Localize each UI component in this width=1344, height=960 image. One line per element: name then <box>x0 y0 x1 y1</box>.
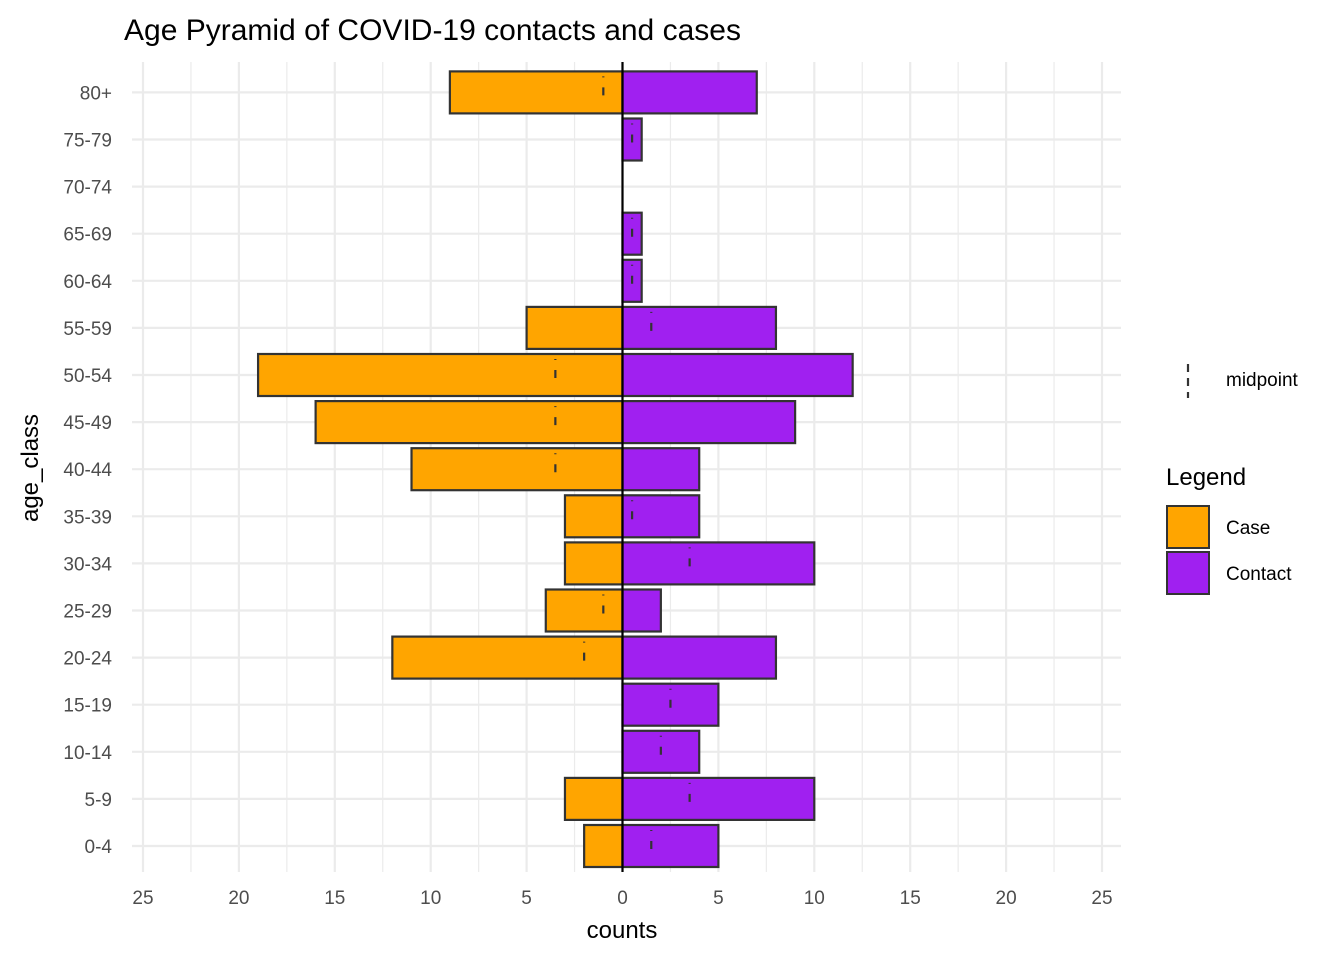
bar-case-80+ <box>448 70 624 115</box>
y-tick-label: 10-14 <box>63 743 112 764</box>
x-tick-label: 25 <box>132 888 153 909</box>
y-tick-label: 35-39 <box>63 507 112 528</box>
y-axis-title: age_class <box>17 414 44 522</box>
bar-case-0-4 <box>583 823 624 869</box>
y-tick-label: 5-9 <box>85 790 112 811</box>
x-tick-label: 5 <box>713 888 724 909</box>
y-tick-label: 40-44 <box>63 460 112 481</box>
chart-title: Age Pyramid of COVID-19 contacts and cas… <box>124 14 741 47</box>
x-tick-label: 15 <box>900 888 921 909</box>
y-tick-label: 15-19 <box>63 696 112 717</box>
y-tick-label: 60-64 <box>63 272 112 293</box>
bar-contact-55-59 <box>621 305 778 350</box>
bar-contact-35-39 <box>621 494 701 539</box>
y-tick-label: 75-79 <box>63 131 112 152</box>
bar-contact-45-49 <box>621 400 797 445</box>
bar-case-30-34 <box>563 541 624 586</box>
legend-label-case: Case <box>1226 518 1270 539</box>
y-tick-label: 25-29 <box>63 602 112 623</box>
legend-title: Legend <box>1166 464 1246 491</box>
bar-contact-40-44 <box>621 447 701 492</box>
y-tick-label: 0-4 <box>85 837 113 858</box>
bar-case-55-59 <box>525 305 624 350</box>
y-tick-label: 45-49 <box>63 413 112 434</box>
x-tick-label: 0 <box>617 888 628 909</box>
bar-contact-25-29 <box>621 588 662 633</box>
bar-case-50-54 <box>256 352 624 398</box>
legend-swatch-contact <box>1166 551 1210 595</box>
x-tick-label: 20 <box>996 888 1017 909</box>
bar-case-5-9 <box>563 776 624 822</box>
x-tick-labels: 25 20 15 10 5 0 5 10 15 20 25 <box>132 888 1112 909</box>
bar-contact-0-4 <box>621 823 720 869</box>
x-tick-label: 5 <box>521 888 532 909</box>
bar-contact-5-9 <box>621 776 816 822</box>
bar-case-35-39 <box>563 494 624 539</box>
midpoint-legend: midpoint <box>1186 364 1299 398</box>
y-tick-label: 80+ <box>80 83 112 104</box>
x-tick-label: 20 <box>228 888 249 909</box>
midpoint-legend-label: midpoint <box>1226 370 1299 391</box>
y-tick-label: 50-54 <box>63 366 112 387</box>
x-tick-label: 10 <box>420 888 441 909</box>
y-tick-label: 20-24 <box>63 649 112 670</box>
legend-label-contact: Contact <box>1226 564 1292 585</box>
bar-case-45-49 <box>314 400 624 445</box>
bar-contact-50-54 <box>621 352 854 398</box>
legend: Legend Case Contact <box>1166 464 1292 595</box>
y-tick-labels: 0-4 5-9 10-14 15-19 20-24 25-29 30-34 35-39 40-4… <box>63 83 112 858</box>
bar-contact-80+ <box>621 70 758 115</box>
bar-contact-20-24 <box>621 635 778 680</box>
x-tick-label: 10 <box>804 888 825 909</box>
midpoint-markers <box>554 76 691 858</box>
bar-case-25-29 <box>544 588 624 633</box>
y-tick-label: 30-34 <box>63 554 112 575</box>
bar-case-40-44 <box>410 447 624 492</box>
x-tick-label: 15 <box>324 888 345 909</box>
x-axis-title: counts <box>587 917 658 944</box>
x-tick-label: 25 <box>1091 888 1112 909</box>
bar-case-20-24 <box>391 635 624 680</box>
y-tick-label: 55-59 <box>63 319 112 340</box>
y-tick-label: 70-74 <box>63 178 112 199</box>
bar-contact-30-34 <box>621 541 816 586</box>
legend-swatch-case <box>1166 505 1210 549</box>
y-tick-label: 65-69 <box>63 225 112 246</box>
